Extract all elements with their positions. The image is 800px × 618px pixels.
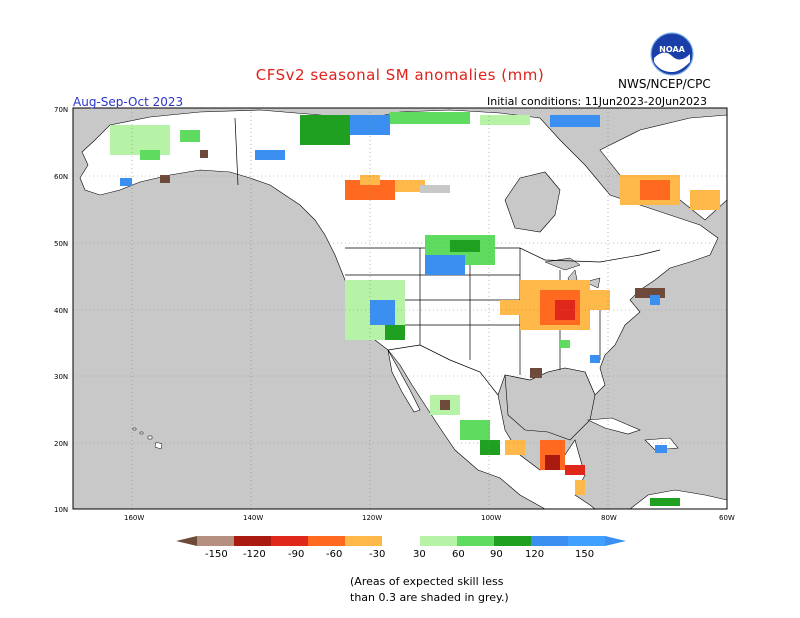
colorbar-label: -60 [326, 549, 342, 560]
colorbar-label: 60 [452, 549, 465, 560]
chart-title: CFSv2 seasonal SM anomalies (mm) [255, 66, 545, 84]
lon-label: 120W [362, 514, 382, 522]
lon-label: 80W [601, 514, 617, 522]
colorbar-arrow-left [176, 536, 197, 546]
colorbar-label: 150 [575, 549, 594, 560]
cuba-land [586, 417, 641, 435]
hudson-bay [504, 171, 561, 233]
colorbar-label: -150 [205, 549, 228, 560]
colorbar-swatch [457, 536, 494, 546]
lat-label: 60N [54, 173, 68, 181]
colorbar-label: 90 [490, 549, 503, 560]
lat-label: 20N [54, 440, 68, 448]
colorbar-label: -90 [288, 549, 304, 560]
lon-label: 100W [481, 514, 501, 522]
colorbar-swatch [382, 536, 420, 546]
baja-land [387, 349, 421, 413]
lat-label: 40N [54, 307, 68, 315]
lon-label: 160W [124, 514, 144, 522]
colorbar-swatch [494, 536, 531, 546]
colorbar-swatch [271, 536, 308, 546]
colorbar-swatch [420, 536, 457, 546]
lat-label: 70N [54, 106, 68, 114]
colorbar-swatch [197, 536, 234, 546]
agency-label: NWS/NCEP/CPC [618, 77, 711, 91]
lat-label: 30N [54, 373, 68, 381]
initial-conditions-label: Initial conditions: 11Jun2023-20Jun2023 [487, 95, 708, 108]
noaa-logo: NOAA [650, 32, 694, 76]
lat-label: 10N [54, 506, 68, 514]
logo-text: NOAA [659, 45, 685, 54]
lon-label: 140W [243, 514, 263, 522]
colorbar-swatch [345, 536, 382, 546]
colorbar-label: 120 [525, 549, 544, 560]
hispaniola-land [644, 437, 679, 451]
footnote-line-1: (Areas of expected skill less [350, 575, 504, 588]
season-label: Aug-Sep-Oct 2023 [73, 95, 184, 109]
colorbar-swatch [234, 536, 271, 546]
latitude-labels: 70N 60N 50N 40N 30N 20N 10N [54, 106, 68, 514]
footnote-line-2: than 0.3 are shaded in grey.) [350, 591, 509, 604]
colorbar-swatch [568, 536, 605, 546]
lat-label: 50N [54, 240, 68, 248]
colorbar-swatch [308, 536, 345, 546]
lon-label: 60W [719, 514, 735, 522]
longitude-labels: 160W 140W 120W 100W 80W 60W [124, 514, 735, 522]
colorbar-arrow-right [605, 536, 626, 546]
gulf-of-mexico [504, 367, 596, 441]
graticule [73, 108, 727, 509]
hawaii-islands [132, 427, 163, 450]
colorbar: -150 -120 -90 -60 -30 30 60 90 120 150 [176, 536, 626, 560]
map-frame [72, 107, 728, 510]
colorbar-swatch [531, 536, 568, 546]
colorbar-label: 30 [413, 549, 426, 560]
colorbar-label: -30 [369, 549, 385, 560]
colorbar-label: -120 [243, 549, 266, 560]
